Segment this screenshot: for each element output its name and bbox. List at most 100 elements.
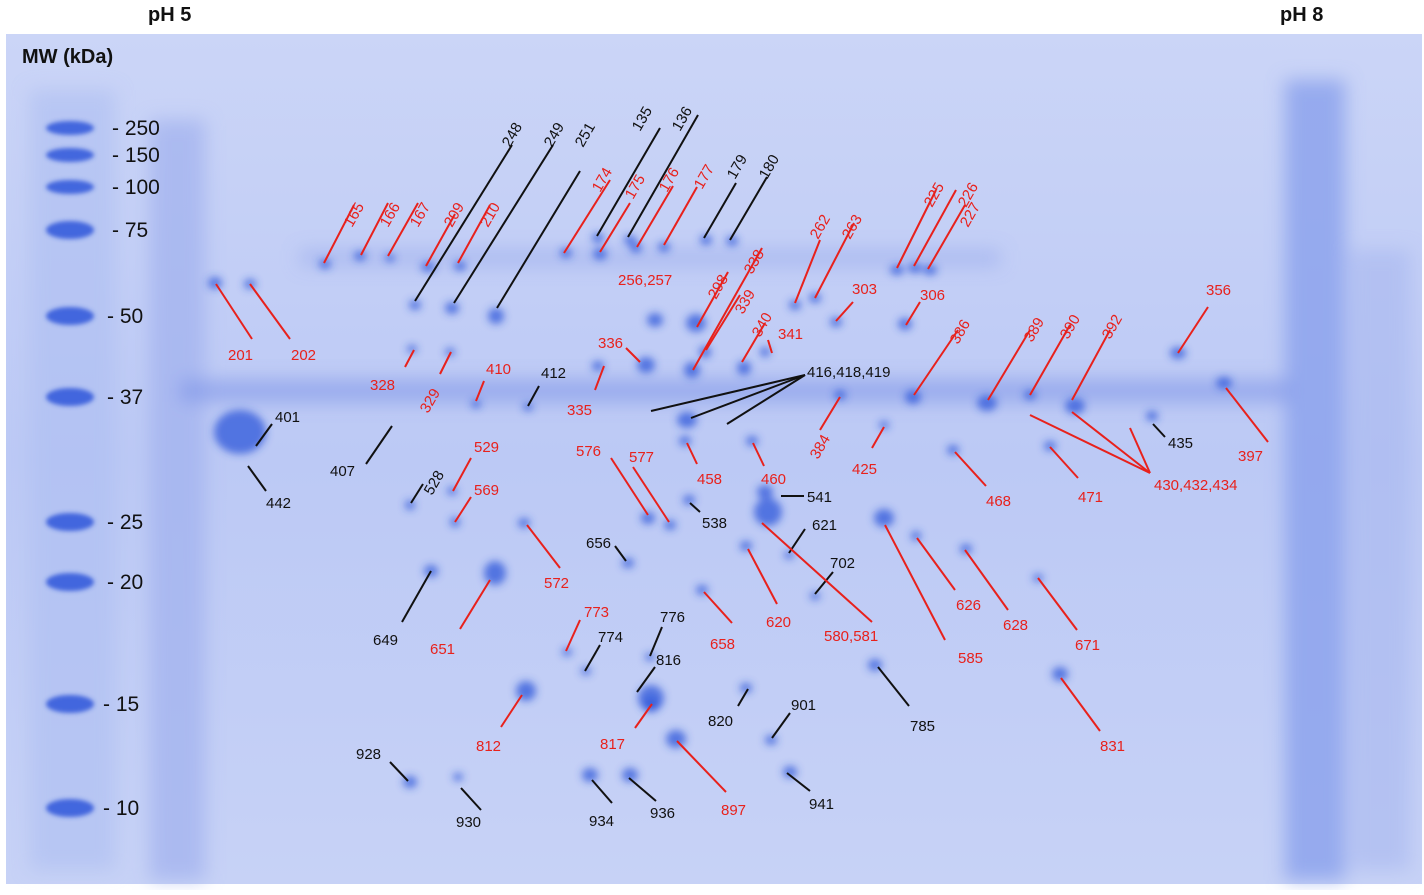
leader-line xyxy=(634,703,653,729)
ph-right-label: pH 8 xyxy=(1280,4,1324,26)
protein-spot xyxy=(879,421,889,429)
protein-spot xyxy=(637,357,655,373)
spot-label: 649 xyxy=(373,632,398,649)
spot-label: 928 xyxy=(356,746,381,763)
leader-line xyxy=(425,213,456,267)
spot-label: 412 xyxy=(541,365,566,382)
protein-spot xyxy=(911,531,921,541)
protein-spot xyxy=(726,236,738,246)
protein-spot xyxy=(593,248,607,260)
protein-spot xyxy=(405,500,415,510)
spot-label: 430,432,434 xyxy=(1154,477,1237,494)
spot-label: 620 xyxy=(766,614,791,631)
leader-line xyxy=(814,222,855,299)
spot-label: 651 xyxy=(430,641,455,658)
spot-label: 397 xyxy=(1238,448,1263,465)
protein-spot xyxy=(960,544,972,554)
mw-marker-label: - 250 xyxy=(112,117,160,140)
leader-line xyxy=(819,396,841,431)
leader-line xyxy=(1029,414,1151,474)
mw-marker-label: - 10 xyxy=(103,797,139,820)
protein-spot xyxy=(319,259,331,269)
protein-spot xyxy=(630,243,642,253)
leader-line xyxy=(705,294,741,351)
leader-line xyxy=(387,202,419,257)
spot-label: 538 xyxy=(702,515,727,532)
spot-label: 577 xyxy=(629,449,654,466)
leader-line xyxy=(752,442,765,467)
ladder-band xyxy=(46,513,94,531)
protein-spot xyxy=(737,361,751,375)
spot-label: 776 xyxy=(660,609,685,626)
leader-line xyxy=(1037,577,1078,631)
spot-label: 576 xyxy=(576,443,601,460)
leader-line xyxy=(527,385,540,407)
leader-line xyxy=(591,779,613,804)
spot-label: 626 xyxy=(956,597,981,614)
spot-label: 341 xyxy=(778,326,803,343)
leader-line xyxy=(964,549,1009,611)
leader-line xyxy=(703,182,737,239)
protein-spot xyxy=(385,254,395,262)
leader-line xyxy=(905,301,921,326)
leader-line xyxy=(632,466,670,523)
spot-label: 897 xyxy=(721,802,746,819)
protein-spot xyxy=(810,592,820,600)
spot-label: 541 xyxy=(807,489,832,506)
leader-line xyxy=(1029,324,1071,396)
leader-line xyxy=(627,114,699,238)
leader-line xyxy=(596,127,661,237)
spot-label: 468 xyxy=(986,493,1011,510)
spot-label: 303 xyxy=(852,281,877,298)
spot-label: 529 xyxy=(474,439,499,456)
protein-spot xyxy=(664,520,676,530)
protein-spot xyxy=(560,248,572,258)
protein-spot xyxy=(421,262,435,272)
leader-line xyxy=(454,496,472,523)
spot-label: 335 xyxy=(567,402,592,419)
leader-line xyxy=(1071,411,1151,474)
protein-spot xyxy=(677,412,697,428)
leader-line xyxy=(689,502,701,513)
leader-line xyxy=(1225,387,1269,443)
leader-line xyxy=(636,666,656,693)
mw-marker-label: - 100 xyxy=(112,176,160,199)
spot-label: 460 xyxy=(761,471,786,488)
leader-line xyxy=(563,179,611,254)
protein-spot xyxy=(700,235,712,245)
protein-spot xyxy=(908,263,922,273)
spot-label: 936 xyxy=(650,805,675,822)
leader-line xyxy=(1049,446,1079,479)
mw-marker-label: - 15 xyxy=(103,693,139,716)
ph-left-label: pH 5 xyxy=(148,4,192,26)
mw-title: MW (kDa) xyxy=(22,46,114,68)
ladder-band xyxy=(46,121,94,135)
protein-spot xyxy=(740,683,752,693)
leader-line xyxy=(247,465,267,492)
spot-label: 785 xyxy=(910,718,935,735)
protein-spot xyxy=(1052,667,1068,681)
leader-line xyxy=(927,204,966,270)
leader-line xyxy=(457,204,491,264)
protein-spot xyxy=(874,509,894,527)
leader-line xyxy=(896,189,937,269)
leader-line xyxy=(692,247,763,371)
protein-spot xyxy=(208,277,222,289)
protein-spot xyxy=(740,541,752,551)
spot-label: 817 xyxy=(600,736,625,753)
protein-spot xyxy=(783,766,797,778)
leader-line xyxy=(771,712,791,739)
protein-spot xyxy=(453,773,463,781)
leader-line xyxy=(599,202,631,253)
protein-spot xyxy=(760,347,770,357)
leader-line xyxy=(663,186,698,246)
protein-spot xyxy=(409,300,421,310)
leader-line xyxy=(439,351,452,375)
leader-line xyxy=(610,457,649,516)
leader-line xyxy=(401,570,432,623)
spot-label: 435 xyxy=(1168,435,1193,452)
leader-line xyxy=(741,322,766,363)
leader-line xyxy=(729,176,768,241)
protein-spot xyxy=(890,265,904,275)
